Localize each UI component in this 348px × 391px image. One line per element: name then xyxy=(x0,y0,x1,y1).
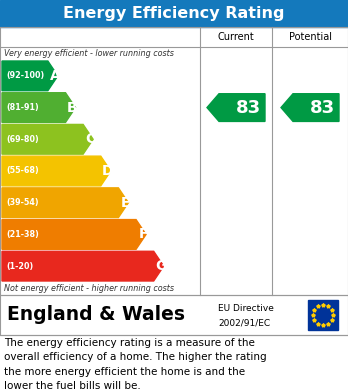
Bar xyxy=(0,295,348,335)
Text: C: C xyxy=(85,132,95,146)
Text: E: E xyxy=(121,196,130,210)
Text: The energy efficiency rating is a measure of the
overall efficiency of a home. T: The energy efficiency rating is a measur… xyxy=(4,338,267,391)
Polygon shape xyxy=(2,93,76,122)
Text: 83: 83 xyxy=(310,99,335,117)
Polygon shape xyxy=(2,220,146,249)
Text: F: F xyxy=(138,228,148,241)
Text: B: B xyxy=(67,100,78,115)
Text: Not energy efficient - higher running costs: Not energy efficient - higher running co… xyxy=(4,284,174,293)
Text: D: D xyxy=(102,164,113,178)
Text: Very energy efficient - lower running costs: Very energy efficient - lower running co… xyxy=(4,49,174,58)
Text: Potential: Potential xyxy=(288,32,332,42)
Text: Current: Current xyxy=(218,32,254,42)
Text: G: G xyxy=(155,259,166,273)
Text: (81-91): (81-91) xyxy=(6,103,39,112)
Text: 2002/91/EC: 2002/91/EC xyxy=(218,319,270,328)
Text: (69-80): (69-80) xyxy=(6,135,39,144)
Polygon shape xyxy=(2,61,58,91)
Text: 83: 83 xyxy=(236,99,261,117)
Bar xyxy=(308,300,338,330)
Text: England & Wales: England & Wales xyxy=(7,305,185,325)
Text: A: A xyxy=(49,69,60,83)
Polygon shape xyxy=(2,251,164,281)
Polygon shape xyxy=(2,156,111,186)
Text: EU Directive: EU Directive xyxy=(218,304,274,313)
Text: Energy Efficiency Rating: Energy Efficiency Rating xyxy=(63,6,285,21)
Bar xyxy=(0,27,348,295)
Polygon shape xyxy=(2,188,128,217)
Text: (21-38): (21-38) xyxy=(6,230,39,239)
Bar xyxy=(0,0,348,27)
Text: (92-100): (92-100) xyxy=(6,71,44,81)
Polygon shape xyxy=(281,94,339,122)
Text: (55-68): (55-68) xyxy=(6,167,39,176)
Polygon shape xyxy=(2,124,93,154)
Polygon shape xyxy=(207,94,265,122)
Text: (1-20): (1-20) xyxy=(6,262,33,271)
Text: (39-54): (39-54) xyxy=(6,198,39,207)
